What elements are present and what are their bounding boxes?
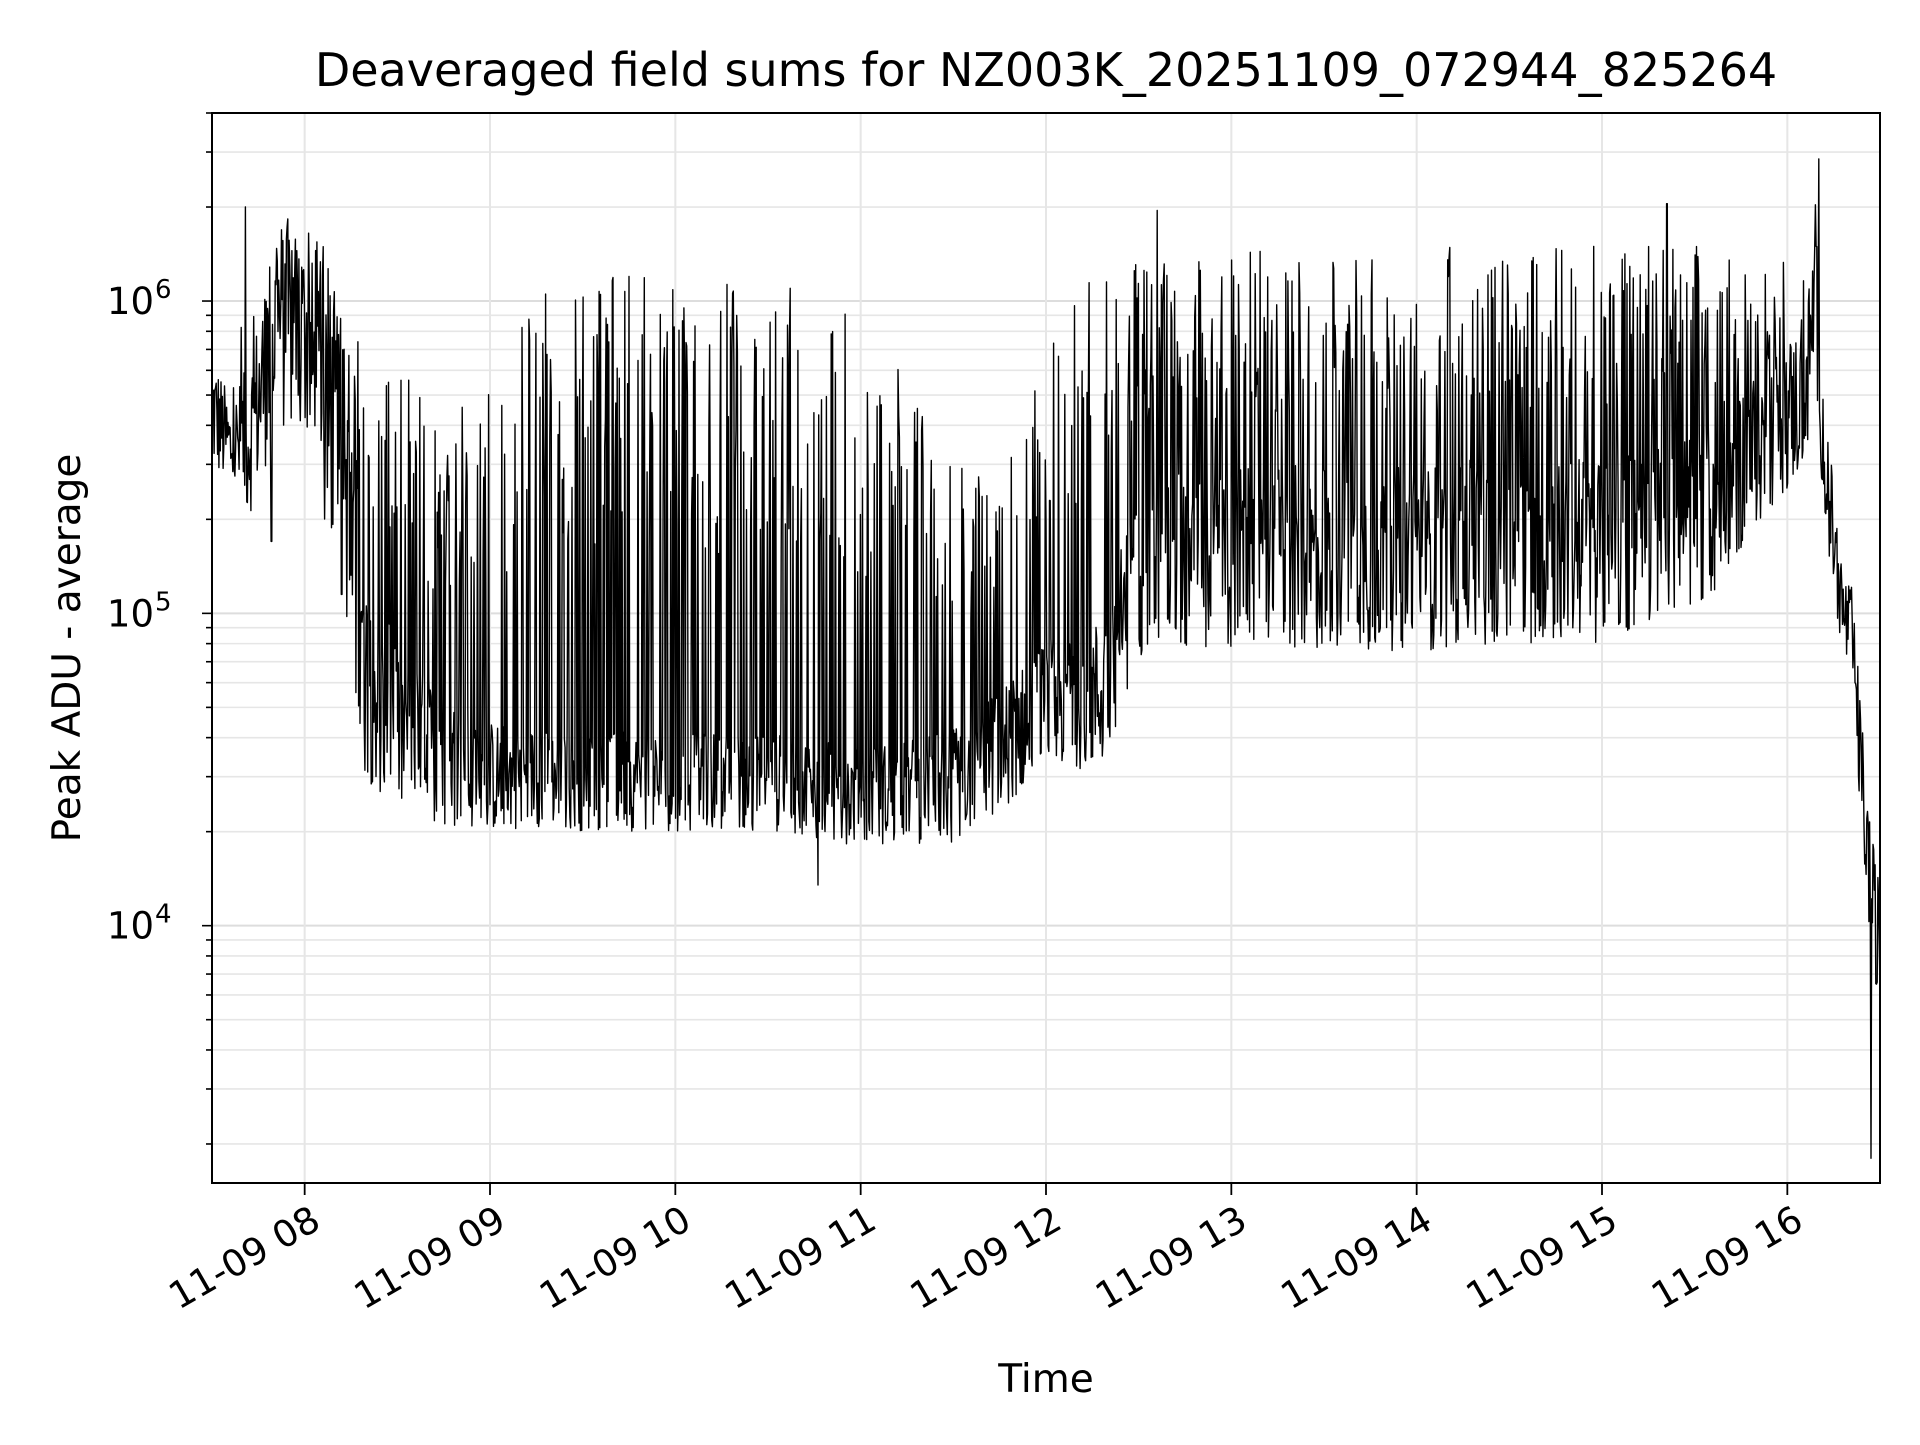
chart-title: Deaveraged field sums for NZ003K_2025110… [315,43,1777,97]
y-tick-label: 10 [107,592,154,635]
y-tick-exponent: 6 [155,275,172,305]
y-axis-label: Peak ADU - average [45,454,90,843]
y-tick-exponent: 5 [155,587,172,617]
series-line [211,158,1881,1160]
y-tick-label: 10 [107,280,154,323]
y-tick-exponent: 4 [155,900,172,930]
x-axis-label: Time [997,1357,1093,1402]
series-layer [211,158,1881,1160]
y-tick-label: 10 [107,905,154,948]
